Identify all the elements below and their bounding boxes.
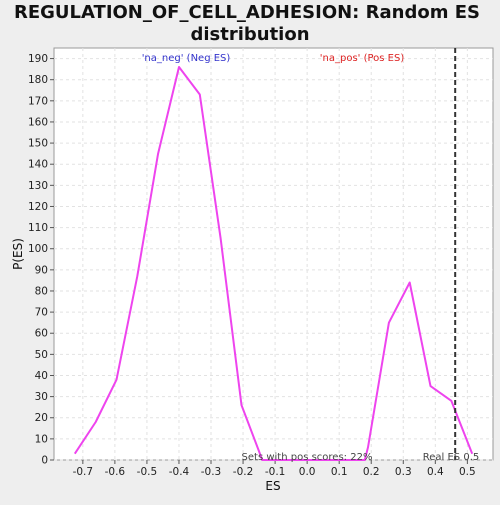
x-tick-label: 0.0 <box>299 466 316 478</box>
axes-layer: -0.7 -0.6 -0.5 -0.4 -0.3 -0.2 -0.1 0.0 0.1 0.2 0.3… <box>28 53 476 478</box>
x-tick-label: -0.4 <box>169 466 190 478</box>
y-tick-label: 120 <box>28 201 48 213</box>
y-tick-label: 140 <box>28 159 48 171</box>
x-tick-label: -0.5 <box>137 466 158 478</box>
chart-title-line-1: REGULATION_OF_CELL_ADHESION: Random ES <box>14 2 480 23</box>
x-tick-label: -0.6 <box>105 466 126 478</box>
y-tick-label: 100 <box>28 243 48 255</box>
x-tick-label: -0.2 <box>233 466 254 478</box>
y-tick-label: 40 <box>35 370 48 382</box>
pos-scores-text: Sets with pos scores: 22% <box>242 452 373 463</box>
x-tick-label: 0.2 <box>363 466 380 478</box>
y-axis-label: P(ES) <box>11 238 25 270</box>
x-tick-label: -0.3 <box>201 466 222 478</box>
y-tick-label: 160 <box>28 116 48 128</box>
x-tick-label: 0.5 <box>459 466 476 478</box>
y-tick-label: 80 <box>35 285 48 297</box>
series-layer <box>73 66 474 461</box>
y-tick-label: 130 <box>28 180 48 192</box>
chart-title-line-2: distribution <box>190 24 309 45</box>
x-tick-label: 0.3 <box>395 466 412 478</box>
y-tick-label: 50 <box>35 349 48 361</box>
neg-es-label: 'na_neg' (Neg ES) <box>142 53 231 64</box>
x-tick-label: -0.1 <box>265 466 286 478</box>
y-tick-label: 30 <box>35 391 48 403</box>
real-es-text: Real ES 0.5 <box>423 452 479 463</box>
grid-layer <box>54 48 493 461</box>
y-tick-label: 60 <box>35 328 48 340</box>
plot-area <box>53 47 494 461</box>
y-tick-label: 10 <box>35 433 48 445</box>
x-tick-label: 0.1 <box>331 466 348 478</box>
y-tick-label: 90 <box>35 264 48 276</box>
y-tick-label: 110 <box>28 222 48 234</box>
y-tick-label: 180 <box>28 74 48 86</box>
y-tick-label: 190 <box>28 53 48 65</box>
x-tick-label: 0.4 <box>427 466 444 478</box>
x-tick-label: -0.7 <box>73 466 94 478</box>
x-axis-label: ES <box>265 479 280 493</box>
y-tick-label: 70 <box>35 307 48 319</box>
pos-es-label: 'na_pos' (Pos ES) <box>320 53 405 64</box>
y-tick-label: 0 <box>41 455 48 467</box>
y-tick-label: 170 <box>28 95 48 107</box>
y-tick-label: 20 <box>35 412 48 424</box>
es-distribution-series-line <box>73 66 474 461</box>
y-tick-label: 150 <box>28 138 48 150</box>
